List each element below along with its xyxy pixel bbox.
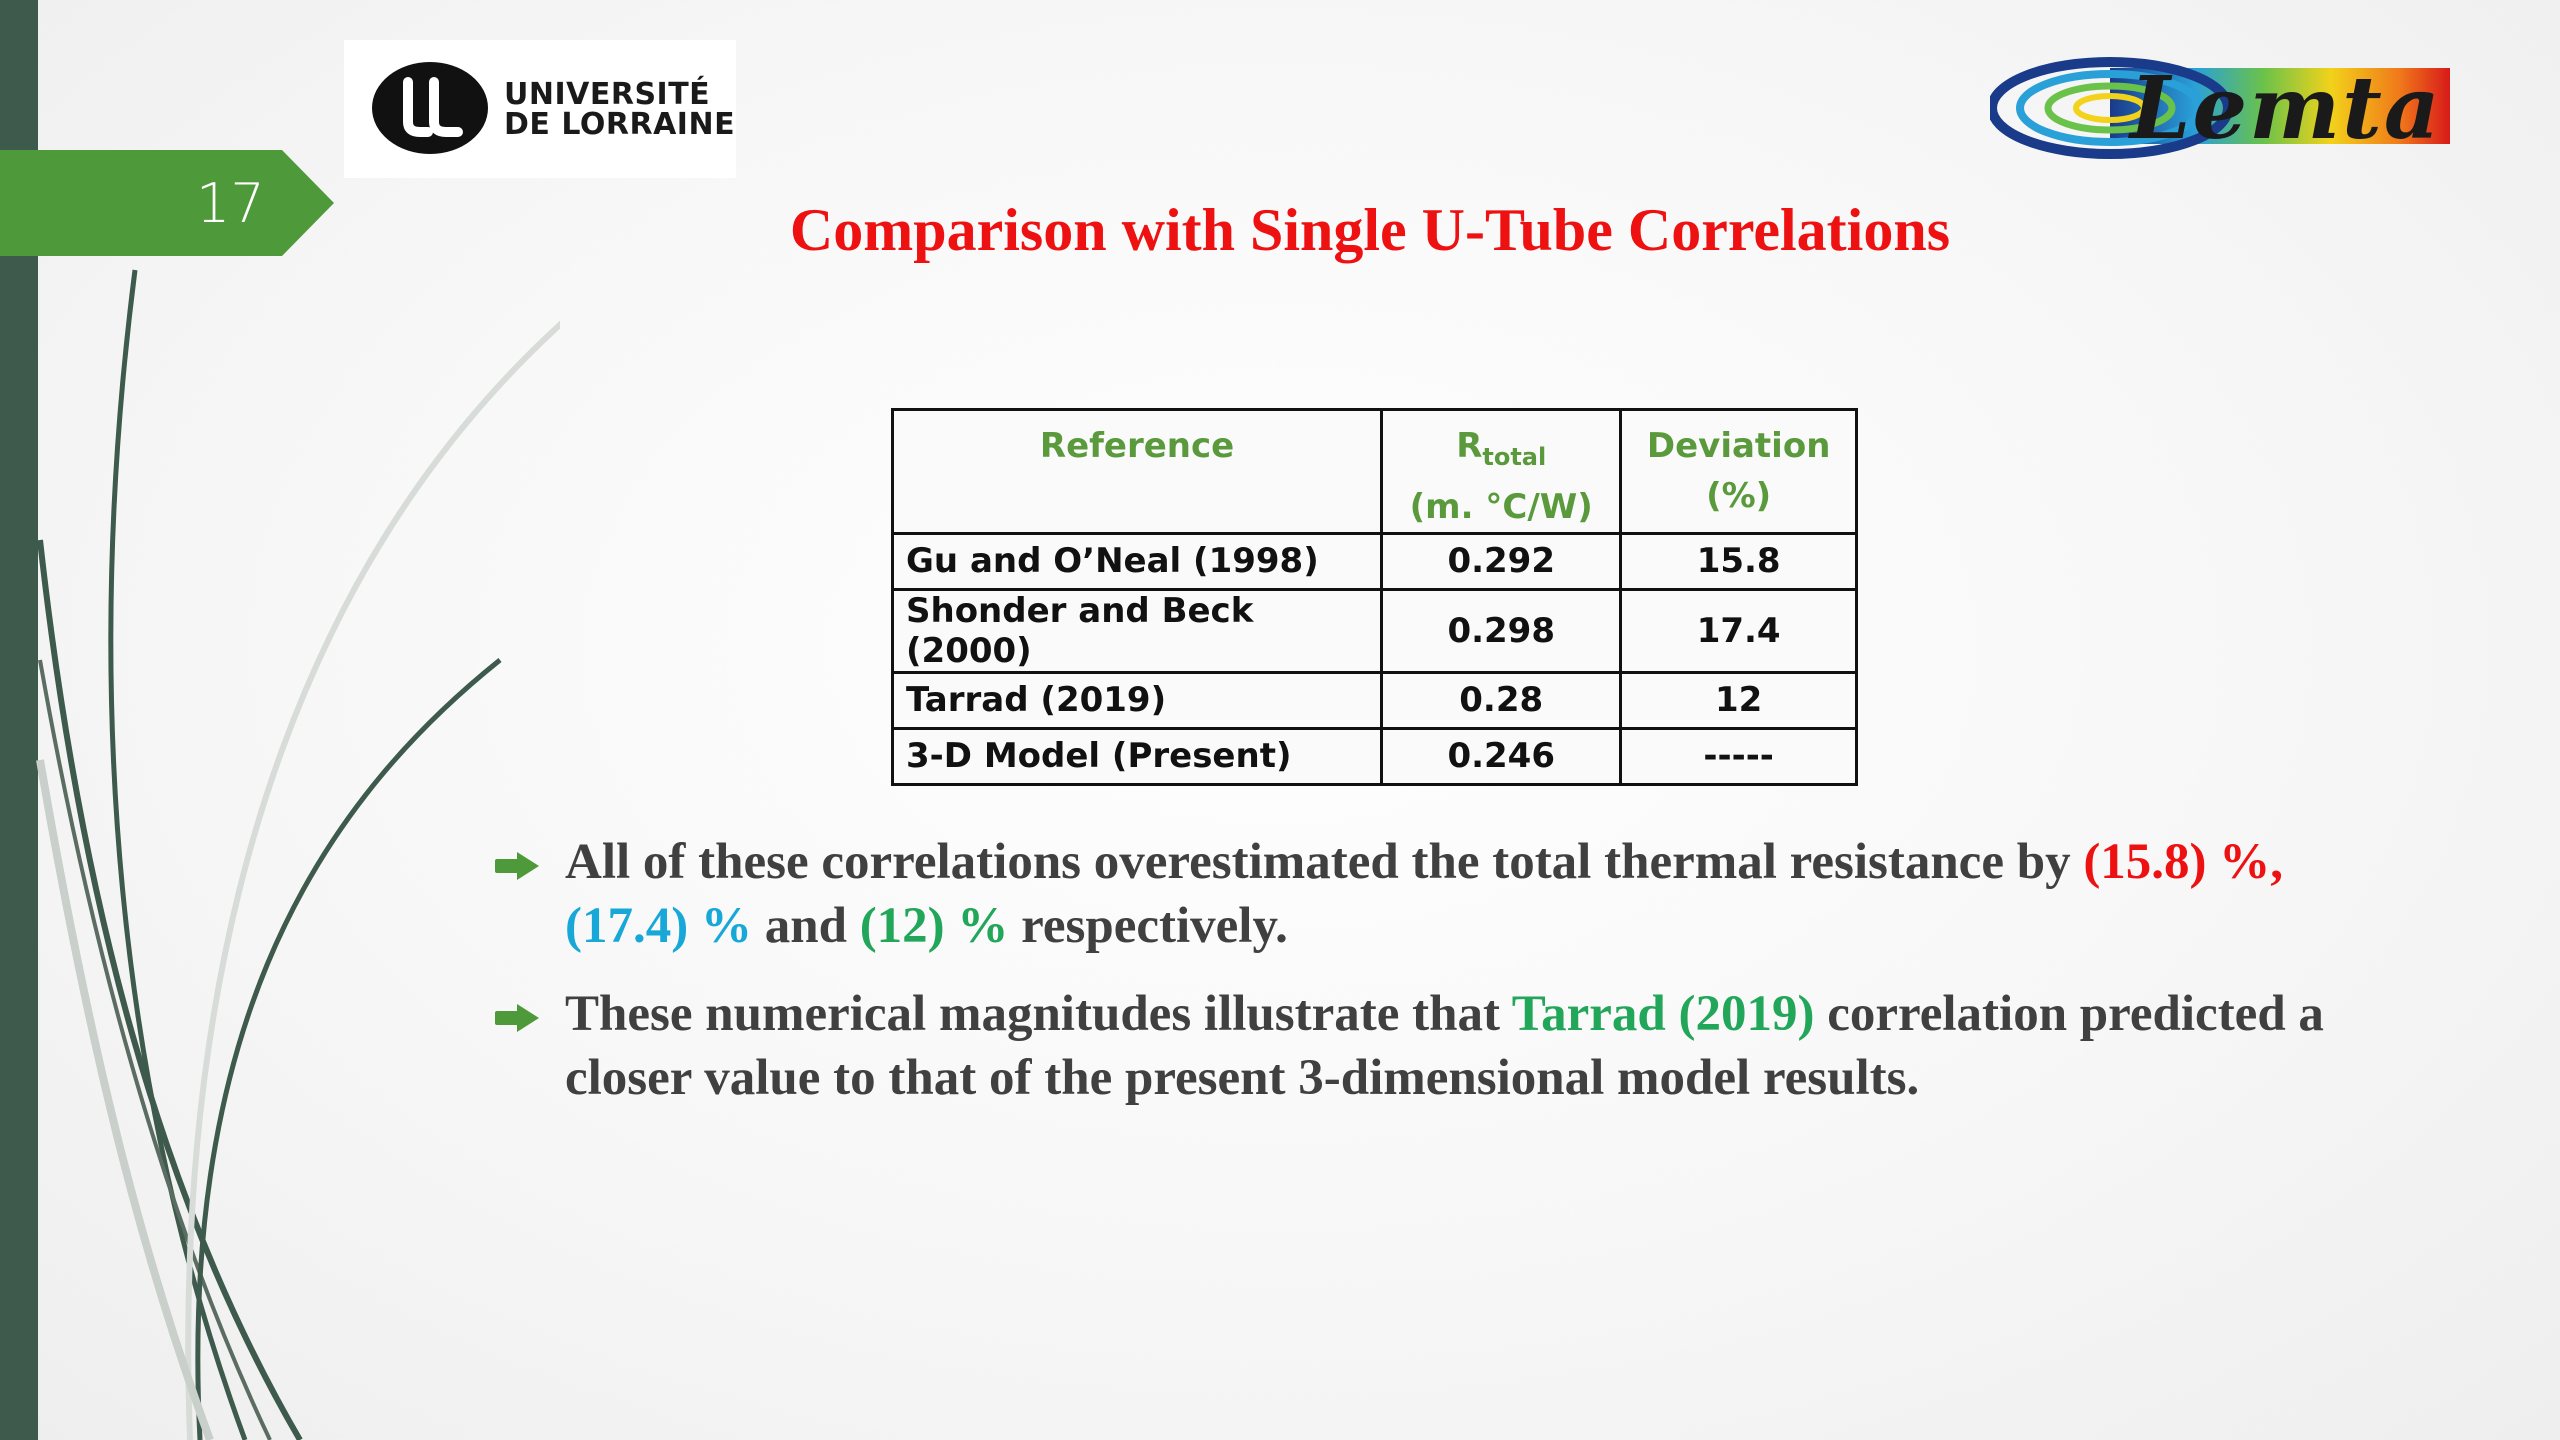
row-deviation: 15.8 [1619,531,1858,591]
table-row: Tarrad (2019) 0.28 12 [890,670,1858,730]
separator: , [2270,834,2284,890]
bullet-text: respectively. [1008,898,1288,954]
value-highlight-red: (15.8) % [2083,834,2271,890]
table-row: Shonder and Beck (2000) 0.298 17.4 [890,587,1858,674]
lemta-logo-graphic [1987,57,2450,159]
row-deviation: 17.4 [1619,587,1858,674]
row-deviation: 12 [1619,670,1858,730]
arrow-right-icon [495,1004,539,1032]
header-rtotal-unit: (m. °C/W) [1409,486,1593,527]
value-highlight-green: (12) % [859,898,1009,954]
header-rtotal: Rtotal (m. °C/W) [1380,408,1623,535]
correlation-table: Reference Rtotal (m. °C/W) Deviation (%)… [890,408,1858,786]
decorative-leaves [36,269,560,1440]
bullet-list: All of these correlations overestimated … [490,830,2340,1134]
bullet-item: All of these correlations overestimated … [490,830,2340,958]
row-rtotal: 0.292 [1380,531,1623,591]
header-rtotal-label: R [1456,426,1483,466]
header-reference: Reference [890,408,1384,535]
header-rtotal-subscript: total [1482,442,1547,471]
table-row: 3-D Model (Present) 0.246 ----- [890,726,1858,786]
row-rtotal: 0.246 [1380,726,1623,786]
lemta-logo-text: Lemta [2130,58,2442,159]
value-highlight-cyan: (17.4) % [565,898,752,954]
table-header-row: Reference Rtotal (m. °C/W) Deviation (%) [890,408,1858,535]
lemta-logo: Lemta [1987,50,2460,160]
table-row: Gu and O’Neal (1998) 0.292 15.8 [890,531,1858,591]
header-deviation-label: Deviation [1646,426,1831,466]
row-reference: Gu and O’Neal (1998) [890,531,1384,591]
row-rtotal: 0.28 [1380,670,1623,730]
header-deviation-unit: (%) [1706,476,1772,516]
ul-logo-line1: UNIVERSITÉ [504,77,711,112]
slide-title: Comparison with Single U-Tube Correlatio… [789,197,1951,263]
header-reference-label: Reference [1039,426,1235,466]
reference-highlight-green: Tarrad (2019) [1511,986,1815,1042]
row-rtotal: 0.298 [1380,587,1623,674]
bullet-text: and [751,898,860,954]
ul-logo-line2: DE LORRAINE [504,107,736,142]
row-reference: Shonder and Beck (2000) [890,587,1384,674]
bullet-text: correlation predicted a closer value to … [565,986,2324,1106]
ul-logo-mark [372,62,488,154]
universite-de-lorraine-logo: UNIVERSITÉ DE LORRAINE [344,40,736,178]
bullet-text: These numerical magnitudes illustrate th… [565,986,1512,1042]
row-reference: 3-D Model (Present) [890,726,1384,786]
row-reference: Tarrad (2019) [890,670,1384,730]
arrow-right-icon [495,852,539,880]
slide-number: 17 [196,172,265,235]
bullet-text: All of these correlations overestimated … [565,834,2084,890]
bullet-item: These numerical magnitudes illustrate th… [490,982,2340,1110]
header-deviation: Deviation (%) [1619,408,1858,535]
row-deviation: ----- [1619,726,1858,786]
tab-shape [0,150,334,256]
slide-number-tab: 17 [0,150,334,256]
